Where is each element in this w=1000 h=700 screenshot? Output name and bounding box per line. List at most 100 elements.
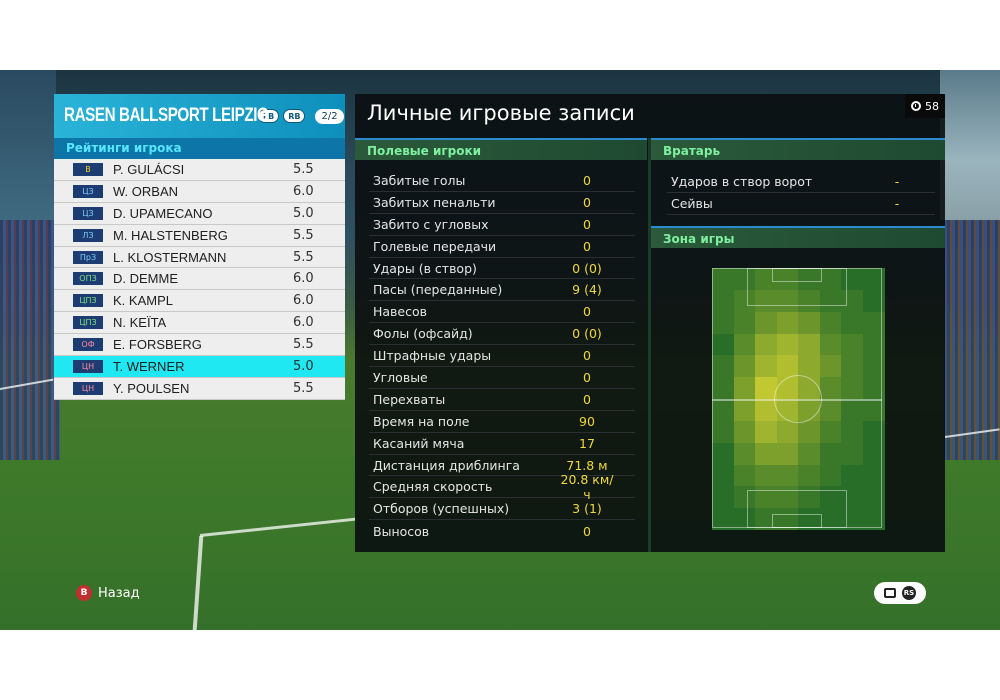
heatmap-cell [819,355,842,378]
heatmap-cell [862,377,885,400]
timer: 58 [905,94,945,118]
back-label: Назад [98,585,140,601]
heatmap-cell [798,311,820,334]
player-row[interactable]: ОПЗ D. DEMME 6.0 [54,268,345,291]
heatmap-cell [819,486,842,509]
heatmap-cell [819,464,842,487]
heatmap-cell [819,442,842,465]
stat-label: Забито с угловых [373,216,489,232]
heatmap-cell [862,268,885,291]
heatmap-cell [733,333,756,356]
player-row[interactable]: ЦЗ W. ORBAN 6.0 [54,180,345,203]
back-prompt[interactable]: B Назад [76,585,140,601]
heatmap-cell [798,268,820,291]
player-row[interactable]: ОФ E. FORSBERG 5.5 [54,334,345,357]
heatmap-cell [776,508,799,531]
position-badge: ЦН [73,381,103,395]
field-players-header: Полевые игроки [355,138,647,160]
heatmap-cell [755,355,777,378]
heatmap-cell [862,442,885,465]
player-name: D. DEMME [113,271,178,287]
heatmap-pitch-line [772,514,822,528]
heatmap-cell [841,289,863,313]
heatmap-cell [862,486,885,509]
heatmap-cell [841,311,863,334]
rs-stick-icon: RS [902,586,916,600]
rb-button[interactable]: RB [283,109,306,123]
stat-value: 0 [583,172,591,188]
lb-button[interactable]: LB [258,109,280,123]
player-row[interactable]: ЛЗ M. HALSTENBERG 5.5 [54,224,345,247]
heatmap-cell [733,464,756,487]
stat-value: 9 (4) [572,282,602,298]
player-name: W. ORBAN [113,183,179,199]
player-rating: 5.5 [293,249,314,265]
heatmap-cell [862,399,885,422]
heatmap-cell [733,399,756,422]
heatmap-cell [776,289,799,313]
heatmap-cell [755,486,777,509]
stat-row: Касаний мяча 17 [369,433,635,455]
chat-rs-prompt[interactable]: RS [874,582,926,604]
heatmap-cell [798,289,820,313]
field-stats-list: Забитые голы 0 Забитых пенальти 0 Забито с… [369,170,635,542]
position-badge: ЦН [73,359,103,373]
player-name: K. KAMPL [113,293,173,309]
goalkeeper-header: Вратарь [651,138,945,160]
heatmap-cell [776,311,799,334]
stat-row: Угловые 0 [369,367,635,389]
heatmap-cell [819,311,842,334]
position-badge: ПрЗ [73,250,103,264]
stat-row: Забитых пенальти 0 [369,192,635,214]
player-row[interactable]: ЦПЗ N. KEÏTA 6.0 [54,312,345,335]
heatmap-cell [862,355,885,378]
heatmap-cell [819,420,842,444]
heatmap-cell [733,486,756,509]
stat-row: Выносов 0 [369,520,635,542]
stat-label: Время на поле [373,413,470,429]
heatmap-cell [755,508,777,531]
heatmap-cell [862,464,885,487]
heatmap-cell [862,333,885,356]
heatmap-cell [841,508,863,531]
player-rating: 5.5 [293,227,314,243]
column-divider [648,138,651,552]
player-row[interactable]: ЦПЗ K. KAMPL 6.0 [54,290,345,313]
heatmap-cell [798,508,820,531]
player-name: N. KEÏTA [113,315,167,331]
player-row[interactable]: ЦЗ D. UPAMECANO 5.0 [54,202,345,225]
player-rating: 5.5 [293,380,314,396]
stat-label: Средняя скорость [373,479,493,495]
stat-row: Перехваты 0 [369,389,635,411]
heatmap-cell [819,333,842,356]
player-row-selected[interactable]: ЦН T. WERNER 5.0 [54,356,345,378]
team-header: RASEN BALLSPORT LEIPZIG LB RB 2/2 [54,94,345,138]
heatmap-halfway-line [712,399,882,401]
heatmap-cell [819,377,842,400]
position-badge: ЦПЗ [73,316,103,330]
player-row[interactable]: ЦН Y. POULSEN 5.5 [54,377,345,400]
heatmap-cell [862,508,885,531]
player-rating: 5.5 [293,337,314,353]
stat-value: 0 [583,216,591,232]
heatmap-cell [841,377,863,400]
player-rating: 5.0 [293,205,314,221]
goalkeeper-stats-list: Ударов в створ ворот - Сейвы - [667,171,935,215]
stat-value: 0 [583,348,591,364]
heatmap-cell [841,442,863,465]
position-badge: ЦПЗ [73,294,103,308]
player-name: M. HALSTENBERG [113,227,228,243]
player-row[interactable]: В P. GULÁCSI 5.5 [54,159,345,181]
heatmap-cell [712,355,734,378]
heatmap-cell [841,355,863,378]
heatmap-cell [755,333,777,356]
heatmap-cell [776,355,799,378]
stat-value: 90 [579,413,595,429]
clock-icon [911,101,921,111]
stat-value: 0 [583,304,591,320]
heatmap-cell [733,377,756,400]
stat-row: Удары (в створ) 0 (0) [369,258,635,280]
heatmap-cell [712,311,734,334]
heatmap-cell [776,442,799,465]
player-row[interactable]: ПрЗ L. KLOSTERMANN 5.5 [54,246,345,269]
